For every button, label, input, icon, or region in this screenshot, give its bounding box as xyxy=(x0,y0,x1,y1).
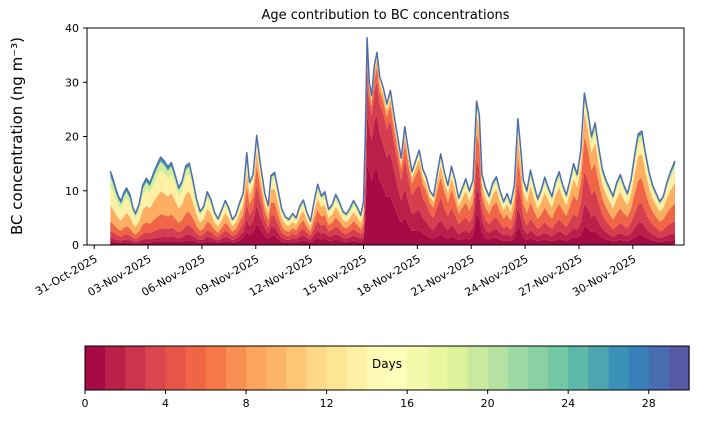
colorbar-segment xyxy=(648,346,670,390)
colorbar-tick-label: 24 xyxy=(561,397,575,410)
colorbar-segment xyxy=(246,346,267,390)
colorbar-segment xyxy=(266,346,287,390)
colorbar-segment xyxy=(628,346,650,390)
y-axis-label: BC concentration (ng m⁻³) xyxy=(8,37,26,235)
y-tick-label: 0 xyxy=(72,239,79,252)
colorbar-segment xyxy=(507,346,529,390)
colorbar-segment xyxy=(387,346,408,390)
colorbar-segment xyxy=(608,346,630,390)
colorbar-segment xyxy=(407,346,428,390)
colorbar-tick-label: 16 xyxy=(400,397,414,410)
y-tick-label: 20 xyxy=(65,131,79,144)
colorbar-segment xyxy=(85,346,106,390)
age-layer-0-1-days xyxy=(110,165,676,245)
colorbar-segment xyxy=(588,346,610,390)
y-axis: 0 10 20 30 40 xyxy=(65,22,87,252)
colorbar-segment xyxy=(125,346,147,390)
colorbar-label: Days xyxy=(372,357,402,371)
x-axis: 31-Oct-202503-Nov-202506-Nov-202509-Nov-… xyxy=(33,245,638,299)
colorbar-segment xyxy=(447,346,469,390)
colorbar-segment xyxy=(668,346,690,390)
colorbar-segment xyxy=(286,346,308,390)
colorbar-segment xyxy=(568,346,589,390)
colorbar-segment xyxy=(326,346,348,390)
colorbar-tick-label: 12 xyxy=(320,397,334,410)
colorbar-segment xyxy=(366,346,388,390)
stacked-layers xyxy=(110,37,676,245)
colorbar-segment xyxy=(467,346,489,390)
colorbar: 0 4 8 12 16 20 24 28 xyxy=(82,345,690,410)
total-line xyxy=(109,37,676,222)
colorbar-segment xyxy=(165,346,187,390)
colorbar-segment xyxy=(548,346,569,390)
colorbar-segment xyxy=(145,346,167,390)
colorbar-segment xyxy=(306,346,328,390)
age-layer-4-7-days xyxy=(110,67,676,239)
y-tick-label: 10 xyxy=(65,185,79,198)
colorbar-segment xyxy=(346,346,368,390)
colorbar-tick-label: 28 xyxy=(642,397,656,410)
y-tick-label: 30 xyxy=(65,76,79,89)
colorbar-frame xyxy=(84,345,690,391)
colorbar-segment xyxy=(205,346,227,390)
colorbar-segment xyxy=(225,346,247,390)
chart-title: Age contribution to BC concentrations xyxy=(261,8,510,23)
colorbar-tick-label: 4 xyxy=(162,397,169,410)
age-layer-2-4-days xyxy=(110,81,676,242)
age-layer-1-2-days xyxy=(110,114,676,244)
colorbar-segment xyxy=(185,346,207,390)
colorbar-tick-label: 8 xyxy=(243,397,250,410)
colorbar-segment xyxy=(427,346,449,390)
colorbar-segment xyxy=(527,346,549,390)
colorbar-tick-label: 0 xyxy=(82,397,89,410)
colorbar-segment xyxy=(105,346,126,390)
colorbar-segment xyxy=(487,346,509,390)
y-tick-label: 40 xyxy=(65,22,79,35)
colorbar-tick-label: 20 xyxy=(481,397,495,410)
